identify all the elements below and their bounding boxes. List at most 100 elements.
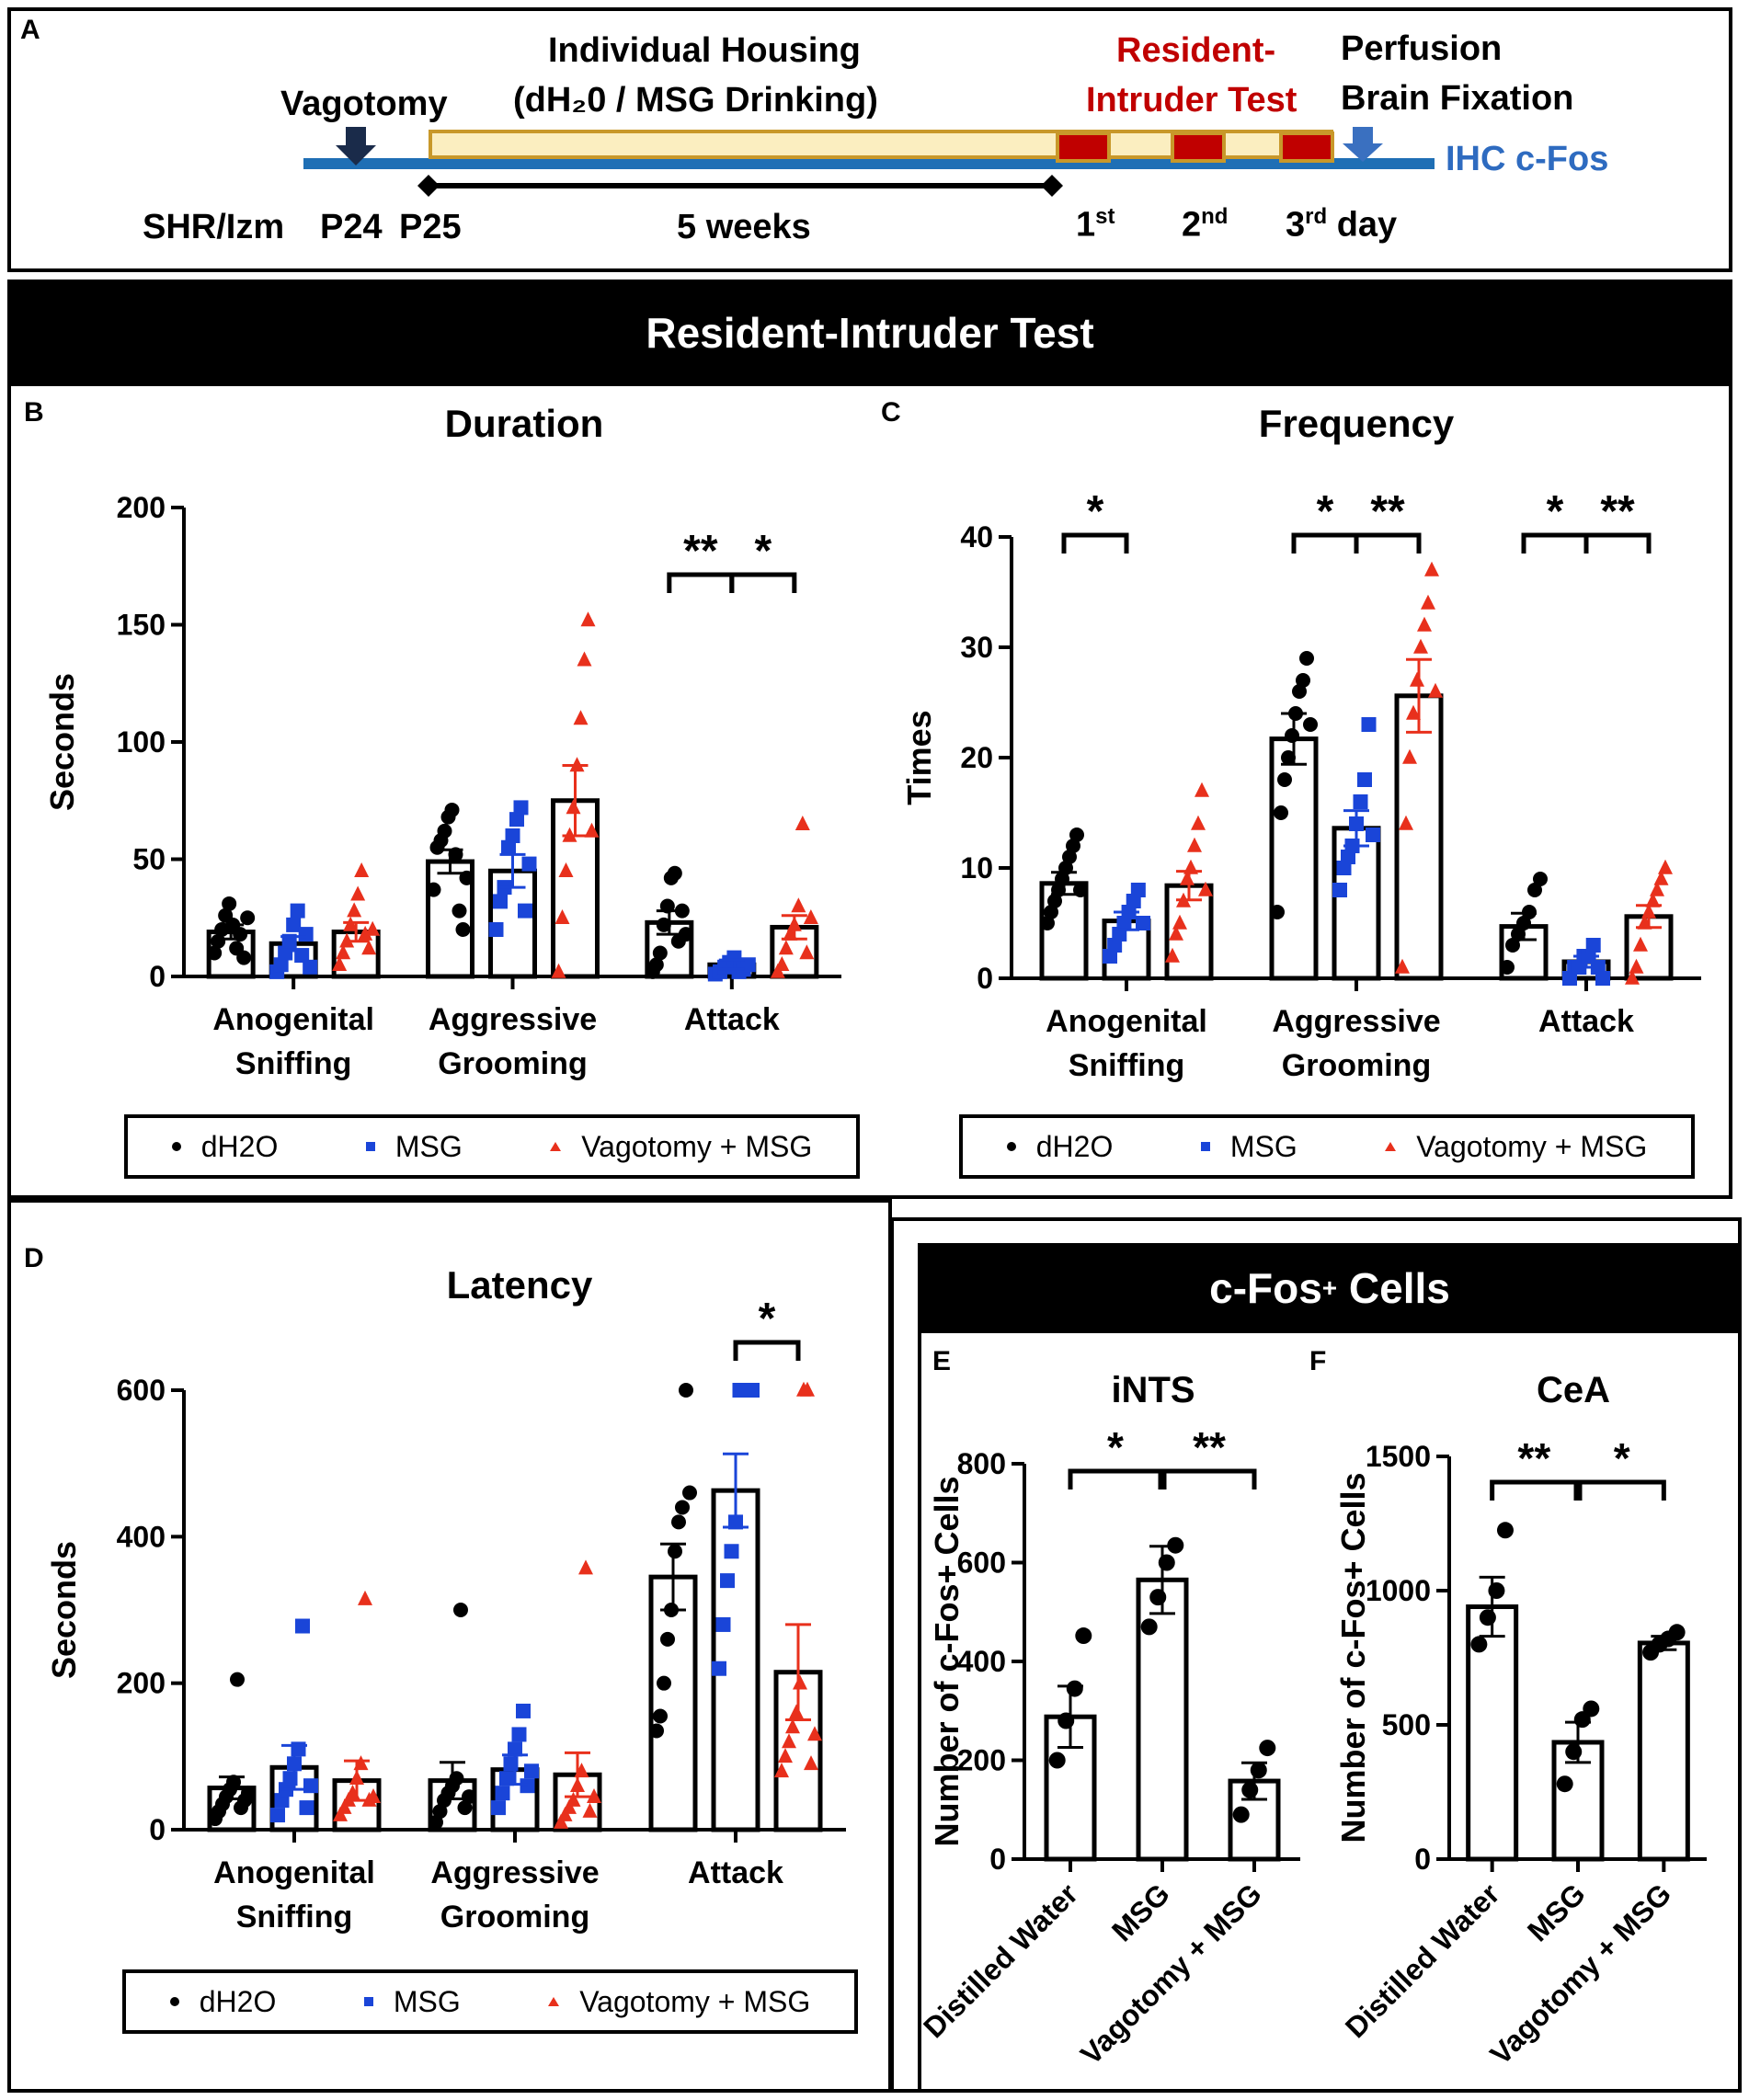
x-tick-label: Anogenital	[212, 1002, 374, 1037]
legend-msg-marker	[365, 1142, 375, 1151]
data-point	[518, 903, 532, 919]
chart-latency: 0 200 400 600 Seconds Latency Anogenital Sniffi…	[45, 1263, 846, 1935]
significance-bracket	[1583, 532, 1652, 554]
point-group	[208, 1672, 256, 1827]
data-point	[332, 956, 348, 972]
data-point	[804, 1755, 818, 1771]
bar	[711, 1488, 760, 1832]
y-tick-label: 0	[1414, 1843, 1431, 1876]
data-point	[1274, 805, 1288, 820]
x-tick-label: Grooming	[1282, 1048, 1431, 1083]
significance-bracket	[1577, 1479, 1666, 1501]
data-point	[668, 1544, 682, 1559]
y-axis-label: Number of c-Fos+ Cells	[1334, 1472, 1372, 1843]
data-point	[1232, 1806, 1250, 1823]
bar	[1269, 736, 1319, 981]
y-tick-label: 20	[960, 741, 993, 774]
data-point	[1195, 782, 1209, 797]
data-point	[1645, 892, 1661, 907]
p24-label: P24	[320, 208, 383, 246]
y-tick-label: 0	[149, 1813, 166, 1846]
data-point	[1187, 837, 1202, 852]
ihc-label: IHC c-Fos	[1446, 140, 1609, 178]
data-point	[774, 956, 790, 972]
x-tick-label: Sniffing	[235, 1046, 352, 1081]
data-point	[667, 865, 682, 881]
data-point	[1421, 594, 1435, 610]
y-tick-label: 10	[960, 851, 993, 885]
data-point	[1625, 969, 1640, 985]
x-tick-label: Aggressive	[1272, 1004, 1440, 1039]
chart-duration: 0 50 100 150 200 Seconds Duration Anogenital Sni…	[43, 402, 841, 1081]
point-group	[551, 611, 600, 978]
p25-label: P25	[399, 208, 462, 246]
point-group	[1040, 827, 1088, 930]
data-point	[240, 910, 256, 926]
data-point	[1479, 1609, 1496, 1626]
data-point	[1470, 1636, 1488, 1653]
y-tick-label: 150	[117, 609, 166, 642]
significance-label: **	[1517, 1434, 1550, 1482]
data-point	[785, 1718, 800, 1734]
data-point	[511, 1727, 527, 1742]
data-point	[778, 940, 794, 955]
data-point	[303, 959, 318, 975]
legend-vag-marker	[1385, 1142, 1397, 1151]
data-point	[365, 920, 381, 936]
data-point	[361, 940, 377, 955]
data-point	[1410, 671, 1424, 687]
data-point	[1629, 958, 1644, 974]
data-point	[358, 1590, 372, 1605]
data-point	[354, 862, 370, 878]
point-group	[1395, 561, 1443, 974]
panel-label-a: A	[20, 15, 40, 45]
day1-label: 1st	[1076, 204, 1115, 245]
y-tick-label: 800	[957, 1447, 1006, 1480]
data-point	[660, 1631, 675, 1647]
significance-label: *	[759, 1295, 776, 1343]
significance-bracket	[1068, 1468, 1163, 1489]
significance-bracket	[1521, 532, 1589, 554]
data-point	[1241, 1781, 1259, 1798]
data-point	[782, 1733, 796, 1749]
data-point	[1172, 914, 1187, 930]
data-point	[800, 1381, 815, 1397]
significance-label: *	[1317, 487, 1334, 536]
rit-label-line2: Intruder Test	[1086, 81, 1297, 120]
data-point	[712, 1661, 726, 1676]
data-point	[1658, 859, 1673, 874]
data-point	[1250, 1762, 1267, 1779]
y-axis-label: Number of c-Fos+ Cells	[928, 1476, 966, 1846]
data-point	[671, 1514, 686, 1530]
significance-label: **	[683, 527, 718, 576]
housing-label-line2: (dH₂0 / MSG Drinking)	[513, 81, 878, 120]
y-tick-label: 400	[117, 1520, 166, 1553]
point-group	[1332, 717, 1380, 897]
y-tick-label: 0	[149, 960, 166, 993]
data-point	[566, 799, 581, 815]
significance-bracket	[667, 572, 735, 593]
housing-label-line1: Individual Housing	[548, 31, 861, 70]
point-group	[1500, 872, 1548, 975]
data-point	[554, 909, 570, 925]
data-point	[551, 963, 566, 978]
data-point	[1299, 651, 1314, 666]
significance-bracket	[733, 1340, 801, 1361]
data-point	[1650, 881, 1664, 896]
timeline-axis	[303, 158, 1435, 169]
y-tick-label: 100	[117, 725, 166, 759]
significance-bracket	[729, 572, 797, 593]
chart-title: Latency	[447, 1263, 593, 1307]
data-point	[290, 903, 305, 919]
y-tick-label: 500	[1382, 1708, 1431, 1741]
y-tick-label: 200	[117, 491, 166, 524]
data-point	[1191, 815, 1206, 830]
data-point	[1357, 772, 1372, 787]
legend-vag-label: Vagotomy + MSG	[579, 1984, 811, 2018]
data-point	[1169, 925, 1183, 941]
data-point	[1583, 1700, 1600, 1718]
legend-vag-label: Vagotomy + MSG	[581, 1129, 813, 1163]
y-tick-label: 50	[132, 843, 166, 876]
data-point	[675, 1500, 690, 1515]
x-tick-label: Grooming	[440, 1900, 589, 1935]
